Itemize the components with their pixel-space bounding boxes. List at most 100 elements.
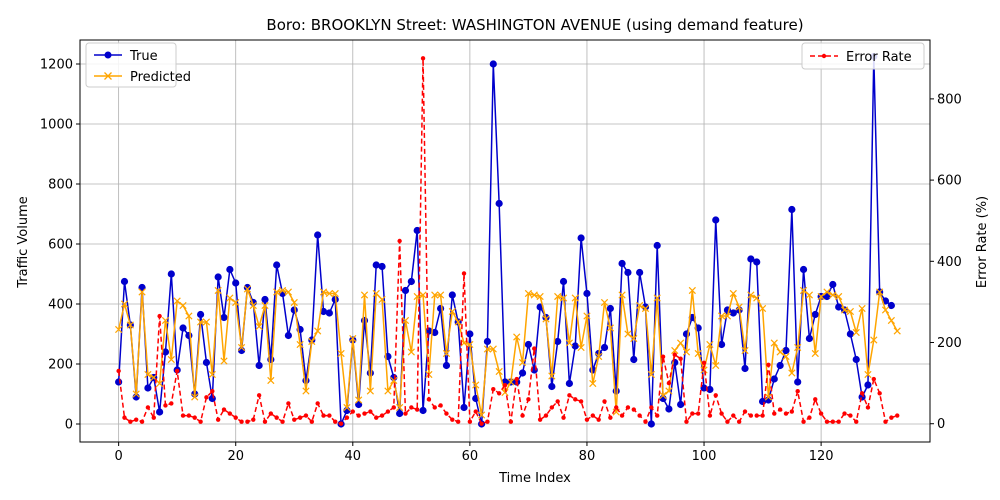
error-rate-point: [666, 380, 672, 386]
predicted-point: [671, 346, 679, 355]
predicted-point: [864, 370, 872, 379]
error-rate-point: [174, 368, 180, 374]
error-rate-point: [590, 413, 596, 418]
error-rate-point: [414, 407, 420, 412]
true-point: [747, 255, 755, 263]
predicted-point: [290, 298, 298, 307]
x-tick-label: 60: [462, 449, 479, 464]
true-point: [396, 409, 404, 418]
error-rate-point: [268, 411, 274, 416]
predicted-point: [144, 370, 152, 379]
predicted-point: [548, 372, 556, 380]
true-point: [776, 361, 784, 370]
predicted-point: [788, 369, 796, 377]
true-point: [852, 355, 860, 364]
true-point: [717, 340, 726, 349]
predicted-point: [325, 289, 334, 298]
predicted-point: [196, 318, 205, 326]
true-point: [437, 304, 445, 313]
predicted-point: [319, 288, 328, 296]
legend-predicted-marker: [104, 72, 112, 80]
error-rate-point: [438, 403, 443, 408]
true-point: [835, 303, 843, 311]
true-point: [156, 408, 164, 416]
error-rate-point: [637, 413, 642, 418]
error-rate-point: [766, 362, 771, 368]
true-point: [729, 309, 737, 317]
error-rate-point: [596, 417, 601, 422]
true-point: [636, 268, 644, 277]
predicted-point: [155, 379, 164, 388]
true-point: [583, 289, 591, 298]
error-rate-point: [695, 411, 701, 416]
predicted-point: [378, 295, 386, 304]
error-rate-point: [280, 419, 285, 424]
predicted-point: [366, 387, 374, 395]
predicted-point: [876, 288, 884, 296]
predicted-point: [823, 288, 831, 296]
predicted-point: [255, 322, 263, 331]
error-rate-point: [333, 419, 338, 424]
error-rate-point: [614, 405, 619, 410]
error-rate-point: [713, 393, 718, 398]
error-rate-point: [619, 413, 625, 418]
predicted-point: [700, 366, 708, 374]
predicted-point: [436, 291, 445, 299]
true-point: [647, 420, 655, 428]
error-rate-point: [180, 413, 186, 418]
true-point: [202, 358, 211, 367]
true-point: [700, 384, 708, 392]
true-point: [261, 295, 269, 304]
error-rate-point: [690, 411, 695, 416]
error-rate-point: [830, 419, 836, 424]
predicted-point: [355, 396, 363, 404]
error-rate-point: [631, 407, 636, 412]
predicted-point: [343, 403, 351, 412]
error-rate-point: [186, 413, 192, 418]
predicted-point: [870, 336, 878, 344]
predicted-point: [554, 292, 562, 301]
predicted-point: [161, 316, 170, 325]
predicted-point: [489, 345, 497, 353]
true-point: [554, 337, 562, 346]
error-rate-point: [338, 421, 344, 426]
error-rate-point: [526, 397, 531, 402]
predicted-point: [308, 337, 316, 346]
error-rate-point: [379, 413, 385, 418]
error-rate-point: [315, 401, 320, 406]
true-point: [325, 309, 333, 317]
error-rate-point: [420, 56, 426, 61]
predicted-point: [799, 286, 808, 295]
true-point: [794, 378, 802, 386]
error-rate-point: [754, 413, 759, 418]
predicted-point: [419, 291, 427, 299]
x-axis: 0 20 40 60 80 100 120: [114, 442, 834, 464]
error-rate-point: [684, 419, 689, 424]
error-rate-point: [772, 411, 777, 416]
error-rate-point: [567, 393, 572, 398]
predicted-point: [758, 304, 767, 313]
true-point: [518, 369, 527, 377]
true-point: [115, 378, 123, 386]
error-rate-point: [895, 413, 900, 418]
error-rate-point: [163, 403, 168, 408]
predicted-point: [384, 387, 392, 395]
legend-left: True Predicted: [85, 42, 191, 88]
error-rate-point: [297, 415, 303, 420]
error-rate-point: [169, 401, 174, 406]
error-rate-point: [444, 411, 449, 416]
predicted-point: [337, 349, 345, 358]
predicted-point: [595, 352, 603, 361]
true-point: [712, 216, 720, 224]
predicted-point: [448, 307, 456, 316]
error-rate-point: [608, 415, 613, 420]
error-rate-point: [865, 405, 871, 410]
predicted-point: [647, 370, 655, 379]
error-rate-point: [344, 415, 350, 420]
true-point: [185, 331, 193, 340]
predicted-point: [390, 376, 398, 385]
error-rate-point: [432, 405, 437, 410]
predicted-point: [314, 327, 322, 335]
predicted-point: [753, 294, 761, 302]
legend-error-label: Error Rate: [846, 50, 912, 65]
